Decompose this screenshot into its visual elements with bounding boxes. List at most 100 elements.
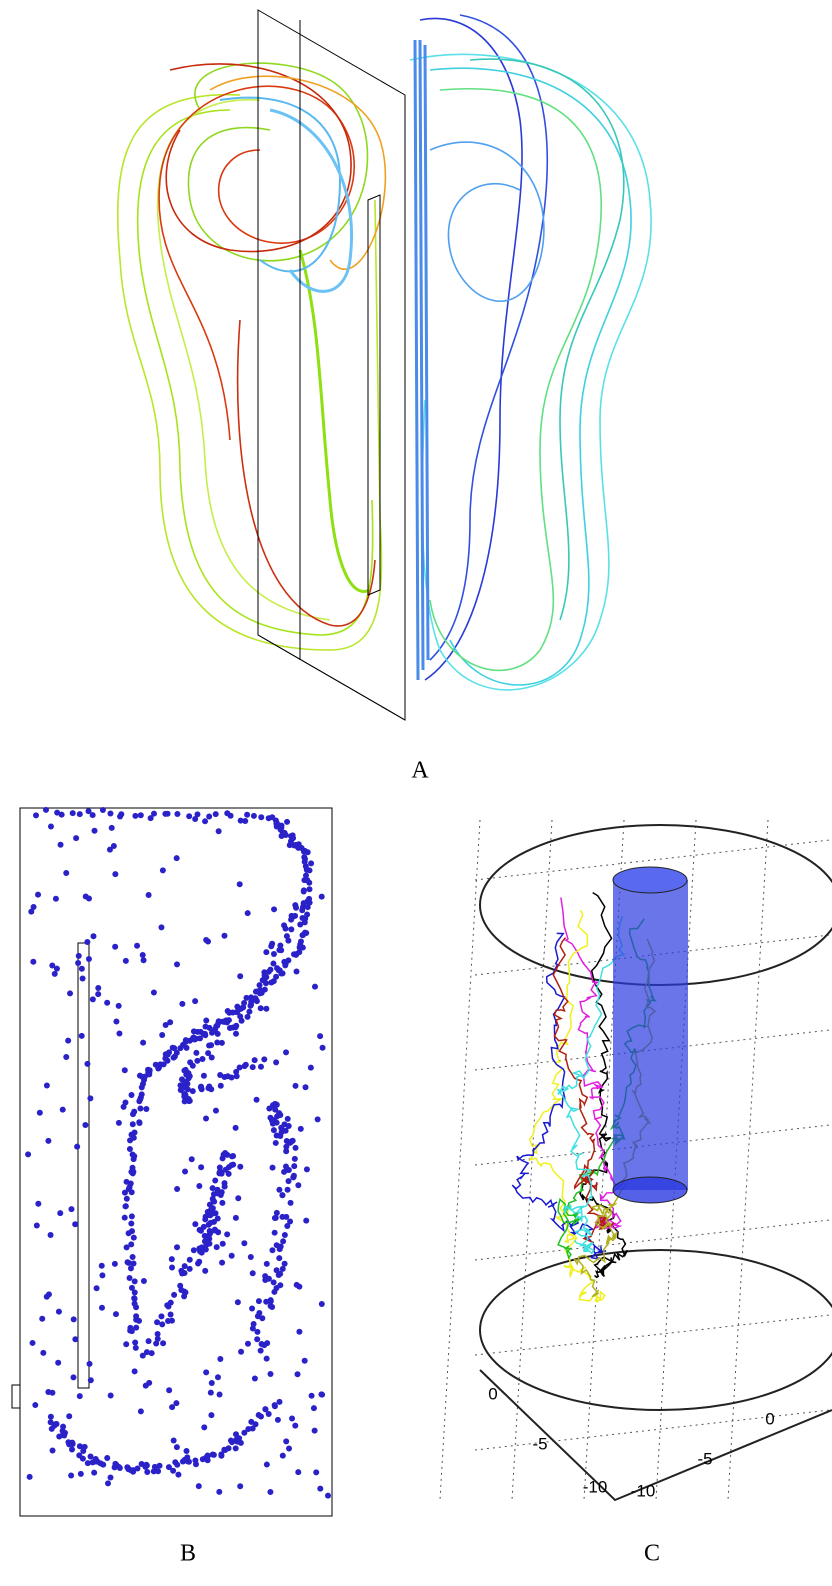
particle	[186, 1265, 193, 1272]
particle	[122, 1099, 129, 1106]
particle	[257, 1347, 264, 1354]
particle	[205, 1050, 212, 1057]
particle	[271, 1403, 278, 1410]
particle	[218, 1039, 225, 1046]
particle	[190, 1028, 197, 1035]
particle	[219, 1240, 226, 1247]
particle	[296, 944, 303, 951]
particles	[25, 806, 331, 1499]
particle	[68, 1472, 75, 1479]
particle	[123, 1341, 130, 1348]
particle	[283, 1143, 290, 1150]
particle	[219, 1199, 226, 1206]
particle	[232, 1445, 239, 1452]
particle	[154, 1335, 161, 1342]
particle	[128, 1168, 135, 1175]
particle	[95, 991, 102, 998]
particle	[226, 1025, 233, 1032]
particle	[254, 1336, 261, 1343]
particle	[158, 924, 165, 931]
particle	[284, 818, 291, 825]
particle	[241, 1429, 248, 1436]
particle	[200, 1072, 207, 1079]
particle	[181, 1263, 188, 1270]
particle	[145, 891, 152, 898]
particle	[49, 1447, 56, 1454]
particle	[87, 1377, 94, 1384]
particle	[150, 989, 157, 996]
particle	[192, 998, 199, 1005]
particle	[216, 1391, 223, 1398]
particle	[311, 983, 318, 990]
particle	[209, 1451, 216, 1458]
particle	[237, 973, 244, 980]
particle	[148, 1350, 155, 1357]
particle	[250, 1320, 257, 1327]
particle	[210, 1197, 217, 1204]
particle	[170, 1437, 177, 1444]
particle	[128, 1241, 135, 1248]
particle	[130, 1156, 137, 1163]
particle	[66, 1413, 73, 1420]
particle	[105, 1480, 112, 1487]
particle	[257, 1413, 264, 1420]
particle	[208, 1042, 215, 1049]
particle	[57, 1210, 64, 1217]
particle	[85, 956, 92, 963]
particle	[173, 855, 180, 862]
particle	[303, 866, 310, 873]
particle	[168, 1256, 175, 1263]
particle	[73, 835, 80, 842]
particle	[308, 1392, 315, 1399]
particle	[43, 1293, 50, 1300]
trajectory	[511, 932, 607, 1260]
particle	[130, 1234, 137, 1241]
particle	[143, 1106, 150, 1113]
particle	[55, 1359, 62, 1366]
particle	[150, 810, 157, 817]
particle	[93, 1285, 100, 1292]
particle	[25, 1151, 32, 1158]
particle	[262, 1276, 269, 1283]
particle	[244, 811, 251, 818]
particle	[213, 1244, 220, 1251]
particle	[177, 1087, 184, 1094]
particle	[227, 812, 234, 819]
trajectory	[556, 916, 626, 1255]
particle	[194, 811, 201, 818]
particle	[26, 1473, 33, 1480]
particle	[270, 960, 277, 967]
particle	[207, 1219, 214, 1226]
particle	[183, 1447, 190, 1454]
particle	[297, 1125, 304, 1132]
particle	[115, 1119, 122, 1126]
particle	[235, 1195, 242, 1202]
particle	[138, 1084, 145, 1091]
axis-tick-label: 0	[765, 1409, 774, 1428]
particle	[226, 1009, 233, 1016]
particle	[290, 1172, 297, 1179]
particle	[134, 1465, 141, 1472]
particle	[98, 1262, 105, 1269]
particle	[156, 1462, 163, 1469]
axis-tick-label: -5	[697, 1449, 712, 1468]
particle	[165, 1464, 172, 1471]
particle	[281, 1231, 288, 1238]
particle	[279, 1452, 286, 1459]
particle	[136, 1072, 143, 1079]
cylinder	[612, 866, 688, 1204]
particle	[113, 1018, 120, 1025]
particle	[89, 996, 96, 1003]
particle	[188, 1156, 195, 1163]
particle	[300, 900, 307, 907]
particle	[173, 1444, 180, 1451]
particle	[174, 1244, 181, 1251]
particle	[209, 1185, 216, 1192]
particle	[262, 980, 269, 987]
particle	[256, 982, 263, 989]
particle	[194, 1057, 201, 1064]
particle	[251, 1375, 258, 1382]
particle	[286, 842, 293, 849]
particle	[232, 1214, 239, 1221]
particle	[60, 1423, 67, 1430]
